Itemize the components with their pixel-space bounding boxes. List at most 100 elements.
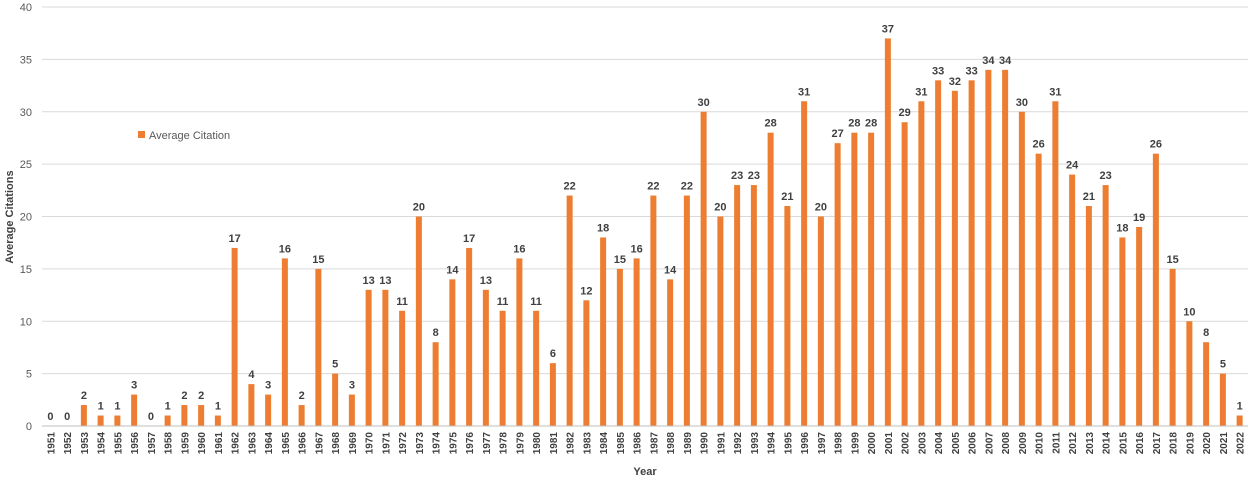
bar bbox=[114, 415, 121, 426]
data-label: 14 bbox=[446, 264, 459, 276]
bar bbox=[533, 310, 540, 426]
x-tick-label: 2014 bbox=[1102, 432, 1113, 455]
bar bbox=[1069, 174, 1076, 426]
bar bbox=[667, 279, 674, 426]
bar bbox=[181, 405, 188, 426]
x-tick-label: 1966 bbox=[298, 432, 309, 455]
bar bbox=[633, 258, 640, 426]
bar bbox=[1085, 206, 1092, 426]
x-tick-label: 1985 bbox=[616, 432, 627, 455]
bar bbox=[1102, 185, 1109, 426]
bar bbox=[1152, 153, 1159, 426]
data-label: 22 bbox=[647, 181, 659, 193]
x-tick-label: 1965 bbox=[281, 432, 292, 455]
x-tick-label: 2000 bbox=[867, 432, 878, 455]
data-label: 33 bbox=[932, 65, 944, 77]
data-label: 34 bbox=[982, 55, 995, 67]
data-label: 32 bbox=[949, 76, 961, 88]
y-tick-label: 0 bbox=[26, 421, 32, 433]
x-tick-label: 1994 bbox=[767, 432, 778, 455]
bar bbox=[583, 300, 590, 426]
x-tick-label: 1984 bbox=[599, 432, 610, 455]
bar bbox=[1136, 226, 1143, 426]
x-tick-label: 1983 bbox=[582, 432, 593, 455]
x-tick-label: 1997 bbox=[817, 432, 828, 455]
x-tick-label: 1963 bbox=[247, 432, 258, 455]
bar bbox=[918, 101, 925, 427]
data-label: 28 bbox=[865, 118, 877, 130]
data-label: 0 bbox=[47, 411, 53, 423]
bar bbox=[650, 195, 657, 426]
x-tick-label: 1986 bbox=[633, 432, 644, 455]
x-tick-label: 2019 bbox=[1185, 432, 1196, 455]
y-tick-label: 5 bbox=[26, 369, 32, 381]
data-label: 2 bbox=[181, 390, 187, 402]
x-tick-label: 1964 bbox=[264, 432, 275, 455]
data-label: 11 bbox=[497, 296, 509, 308]
data-label: 14 bbox=[664, 264, 677, 276]
data-label: 3 bbox=[349, 380, 355, 392]
bar bbox=[1186, 321, 1193, 426]
data-label: 30 bbox=[698, 97, 710, 109]
x-axis-ticks: 1951 1952 1953 1954 1955 1956 1957 1958 1959 1960… bbox=[46, 432, 1246, 455]
x-tick-label: 2011 bbox=[1051, 432, 1062, 454]
bar bbox=[131, 394, 138, 426]
y-tick-label: 20 bbox=[20, 212, 32, 224]
data-label: 1 bbox=[98, 401, 104, 413]
bar bbox=[851, 132, 858, 426]
bar bbox=[482, 289, 489, 426]
bar bbox=[1018, 111, 1025, 426]
bar bbox=[1052, 101, 1059, 427]
bar bbox=[281, 258, 288, 426]
data-label: 16 bbox=[513, 243, 525, 255]
bar bbox=[968, 80, 975, 426]
x-tick-label: 2002 bbox=[901, 432, 912, 455]
bar bbox=[801, 101, 808, 427]
data-label: 30 bbox=[1016, 97, 1028, 109]
data-label: 34 bbox=[999, 55, 1012, 67]
x-tick-label: 1995 bbox=[783, 432, 794, 455]
bar bbox=[750, 185, 757, 426]
bar bbox=[566, 195, 573, 426]
data-label: 13 bbox=[363, 275, 375, 287]
x-tick-label: 1951 bbox=[46, 432, 57, 455]
data-label: 8 bbox=[1203, 327, 1209, 339]
x-tick-label: 1956 bbox=[130, 432, 141, 455]
data-label: 5 bbox=[1220, 359, 1226, 371]
bar bbox=[348, 394, 355, 426]
x-tick-label: 2001 bbox=[884, 432, 895, 455]
data-label: 1 bbox=[1237, 401, 1243, 413]
data-label: 31 bbox=[1049, 86, 1061, 98]
x-tick-label: 1980 bbox=[532, 432, 543, 455]
bar bbox=[734, 185, 741, 426]
x-tick-label: 1998 bbox=[834, 432, 845, 455]
x-tick-label: 1967 bbox=[314, 432, 325, 455]
data-label: 3 bbox=[131, 380, 137, 392]
bar bbox=[1002, 69, 1009, 426]
data-label: 16 bbox=[631, 243, 643, 255]
x-tick-label: 2009 bbox=[1018, 432, 1029, 455]
data-label: 3 bbox=[265, 380, 271, 392]
data-label: 18 bbox=[1116, 222, 1128, 234]
x-tick-label: 2015 bbox=[1118, 432, 1129, 455]
y-axis-ticks: 0 5 10 15 20 25 30 35 40 bbox=[20, 2, 32, 433]
x-tick-label: 1988 bbox=[666, 432, 677, 455]
bar bbox=[365, 289, 372, 426]
x-tick-label: 2010 bbox=[1035, 432, 1046, 455]
data-label: 15 bbox=[1167, 254, 1179, 266]
data-label: 37 bbox=[882, 23, 894, 35]
legend-label: Average Citation bbox=[149, 130, 230, 142]
bar bbox=[600, 237, 607, 426]
y-tick-label: 40 bbox=[20, 2, 32, 14]
data-label: 22 bbox=[564, 181, 576, 193]
x-tick-label: 1952 bbox=[63, 432, 74, 455]
bar bbox=[1219, 373, 1226, 426]
bar bbox=[549, 363, 556, 426]
bar bbox=[399, 310, 406, 426]
bar bbox=[683, 195, 690, 426]
x-tick-label: 1996 bbox=[800, 432, 811, 455]
data-label: 11 bbox=[530, 296, 542, 308]
data-label: 10 bbox=[1183, 306, 1195, 318]
bar bbox=[784, 206, 791, 426]
